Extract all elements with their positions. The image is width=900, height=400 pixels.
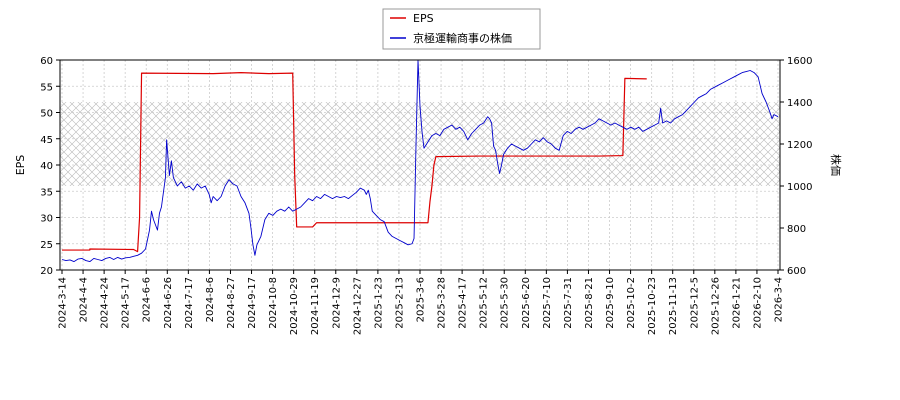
x-tick-label: 2024-4-24 <box>100 277 111 329</box>
right-tick-label: 800 <box>787 224 806 235</box>
x-tick-label: 2025-10-23 <box>647 277 658 335</box>
x-tick-label: 2024-12-27 <box>352 277 363 335</box>
x-tick-label: 2024-10-8 <box>268 277 279 329</box>
legend: EPS 京極運輸商事の株価 <box>382 8 541 50</box>
left-tick-label: 25 <box>40 240 53 251</box>
left-tick-label: 45 <box>40 135 53 146</box>
x-tick-label: 2025-5-12 <box>479 277 490 329</box>
x-tick-label: 2025-7-10 <box>542 277 553 329</box>
x-tick-label: 2025-7-31 <box>563 277 574 329</box>
x-tick-label: 2024-5-17 <box>121 277 132 329</box>
x-tick-label: 2025-8-21 <box>584 277 595 329</box>
right-tick-label: 1000 <box>787 182 812 193</box>
x-tick-label: 2025-12-5 <box>689 277 700 329</box>
x-tick-label: 2024-9-17 <box>247 277 258 329</box>
x-tick-label: 2024-4-4 <box>79 277 90 322</box>
x-tick-label: 2025-5-30 <box>500 277 511 329</box>
series-layer <box>61 59 779 263</box>
x-tick-label: 2024-7-17 <box>184 277 195 329</box>
right-axis: 600 800 1000 1200 1400 1600 <box>780 56 812 277</box>
x-tick-label: 2024-3-14 <box>58 277 69 329</box>
x-tick-label: 2025-6-20 <box>521 277 532 329</box>
left-axis-label: EPS <box>14 155 27 176</box>
x-axis: 2024-3-14 2024-4-4 2024-4-24 2024-5-17 2024-… <box>58 270 785 335</box>
right-tick-label: 1400 <box>787 98 812 109</box>
legend-price-label: 京極運輸商事の株価 <box>413 31 512 45</box>
x-tick-label: 2026-2-10 <box>752 277 763 329</box>
x-tick-label: 2025-3-6 <box>416 277 427 322</box>
right-axis-label: 株価 <box>829 154 843 176</box>
grid-layer <box>60 59 780 271</box>
stock-price-series-line <box>61 59 779 263</box>
right-tick-label: 1200 <box>787 140 812 151</box>
x-tick-label: 2025-9-10 <box>605 277 616 329</box>
x-tick-label: 2024-10-29 <box>289 277 300 335</box>
x-tick-label: 2024-12-9 <box>331 277 342 329</box>
right-tick-label: 1600 <box>787 56 812 67</box>
right-tick-label: 600 <box>787 266 806 277</box>
x-tick-label: 2024-8-6 <box>205 277 216 322</box>
eps-series-line <box>62 71 647 253</box>
x-tick-label: 2025-1-23 <box>373 277 384 329</box>
left-tick-label: 60 <box>40 56 53 67</box>
left-tick-label: 20 <box>40 266 53 277</box>
x-tick-label: 2024-6-6 <box>142 277 153 322</box>
x-tick-label: 2024-6-26 <box>163 277 174 329</box>
left-tick-label: 55 <box>40 82 53 93</box>
x-tick-label: 2026-3-4 <box>774 277 785 322</box>
left-tick-label: 35 <box>40 187 53 198</box>
left-tick-label: 30 <box>40 214 53 225</box>
x-tick-label: 2025-11-13 <box>668 277 679 335</box>
x-tick-label: 2026-1-21 <box>731 277 742 329</box>
x-tick-label: 2025-2-13 <box>394 277 405 329</box>
x-tick-label: 2025-10-2 <box>626 277 637 329</box>
left-axis: 20 25 30 35 40 45 50 55 60 <box>40 56 60 277</box>
left-tick-label: 40 <box>40 161 53 172</box>
x-tick-label: 2024-11-19 <box>310 277 321 335</box>
left-tick-label: 50 <box>40 109 53 120</box>
legend-eps-label: EPS <box>413 12 434 25</box>
legend-box <box>382 8 541 50</box>
x-tick-label: 2025-3-28 <box>437 277 448 329</box>
x-tick-label: 2025-12-26 <box>710 277 721 335</box>
x-tick-label: 2024-8-27 <box>226 277 237 329</box>
x-tick-label: 2025-4-17 <box>458 277 469 329</box>
